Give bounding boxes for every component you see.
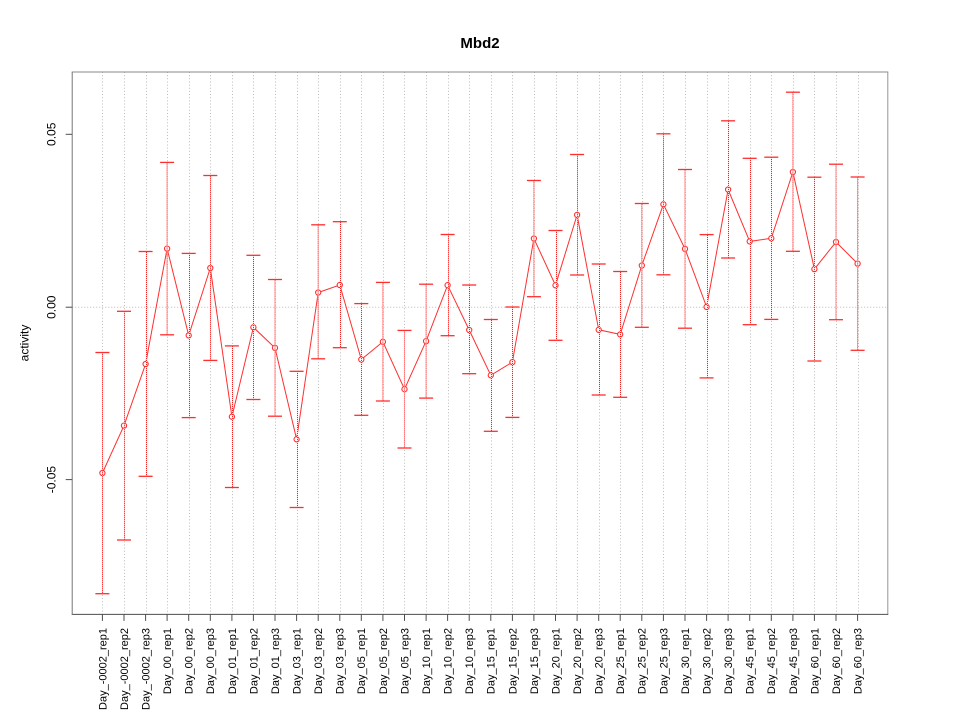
svg-text:Day_01_rep3: Day_01_rep3 (270, 628, 282, 694)
svg-text:Day_00_rep1: Day_00_rep1 (162, 628, 174, 694)
svg-text:Day_03_rep2: Day_03_rep2 (313, 628, 325, 694)
svg-text:activity: activity (17, 325, 31, 362)
svg-text:Day_05_rep2: Day_05_rep2 (378, 628, 390, 694)
svg-text:Day_45_rep1: Day_45_rep1 (745, 628, 757, 694)
svg-text:Day_10_rep2: Day_10_rep2 (443, 628, 455, 694)
svg-text:Day_10_rep1: Day_10_rep1 (421, 628, 433, 694)
svg-text:Day_03_rep3: Day_03_rep3 (335, 628, 347, 694)
svg-text:Day_30_rep3: Day_30_rep3 (723, 628, 735, 694)
svg-text:Day_05_rep3: Day_05_rep3 (399, 628, 411, 694)
svg-text:Day_-0002_rep3: Day_-0002_rep3 (141, 628, 153, 710)
svg-text:Day_60_rep1: Day_60_rep1 (809, 628, 821, 694)
svg-text:Day_20_rep2: Day_20_rep2 (572, 628, 584, 694)
svg-text:Day_15_rep1: Day_15_rep1 (486, 628, 498, 694)
svg-text:Day_15_rep3: Day_15_rep3 (529, 628, 541, 694)
svg-text:Day_01_rep1: Day_01_rep1 (227, 628, 239, 694)
svg-text:0.00: 0.00 (45, 295, 59, 319)
svg-text:Day_-0002_rep2: Day_-0002_rep2 (119, 628, 131, 710)
svg-text:Day_00_rep3: Day_00_rep3 (205, 628, 217, 694)
svg-text:Day_20_rep3: Day_20_rep3 (594, 628, 606, 694)
svg-text:Day_20_rep1: Day_20_rep1 (550, 628, 562, 694)
svg-text:Day_05_rep1: Day_05_rep1 (356, 628, 368, 694)
svg-text:Day_25_rep1: Day_25_rep1 (615, 628, 627, 694)
svg-text:Day_00_rep2: Day_00_rep2 (184, 628, 196, 694)
svg-text:Day_01_rep2: Day_01_rep2 (248, 628, 260, 694)
svg-text:Day_30_rep1: Day_30_rep1 (680, 628, 692, 694)
svg-text:0.05: 0.05 (45, 122, 59, 146)
svg-text:Day_-0002_rep1: Day_-0002_rep1 (97, 628, 109, 710)
svg-text:Day_25_rep3: Day_25_rep3 (658, 628, 670, 694)
svg-text:-0.05: -0.05 (45, 466, 59, 494)
svg-text:Day_15_rep2: Day_15_rep2 (507, 628, 519, 694)
svg-text:Day_30_rep2: Day_30_rep2 (702, 628, 714, 694)
svg-text:Day_60_rep3: Day_60_rep3 (853, 628, 865, 694)
svg-text:Day_10_rep3: Day_10_rep3 (464, 628, 476, 694)
svg-text:Day_03_rep1: Day_03_rep1 (292, 628, 304, 694)
svg-text:Day_45_rep3: Day_45_rep3 (788, 628, 800, 694)
svg-text:Day_60_rep2: Day_60_rep2 (831, 628, 843, 694)
svg-text:Day_45_rep2: Day_45_rep2 (766, 628, 778, 694)
svg-text:Day_25_rep2: Day_25_rep2 (637, 628, 649, 694)
svg-text:Mbd2: Mbd2 (460, 35, 499, 52)
